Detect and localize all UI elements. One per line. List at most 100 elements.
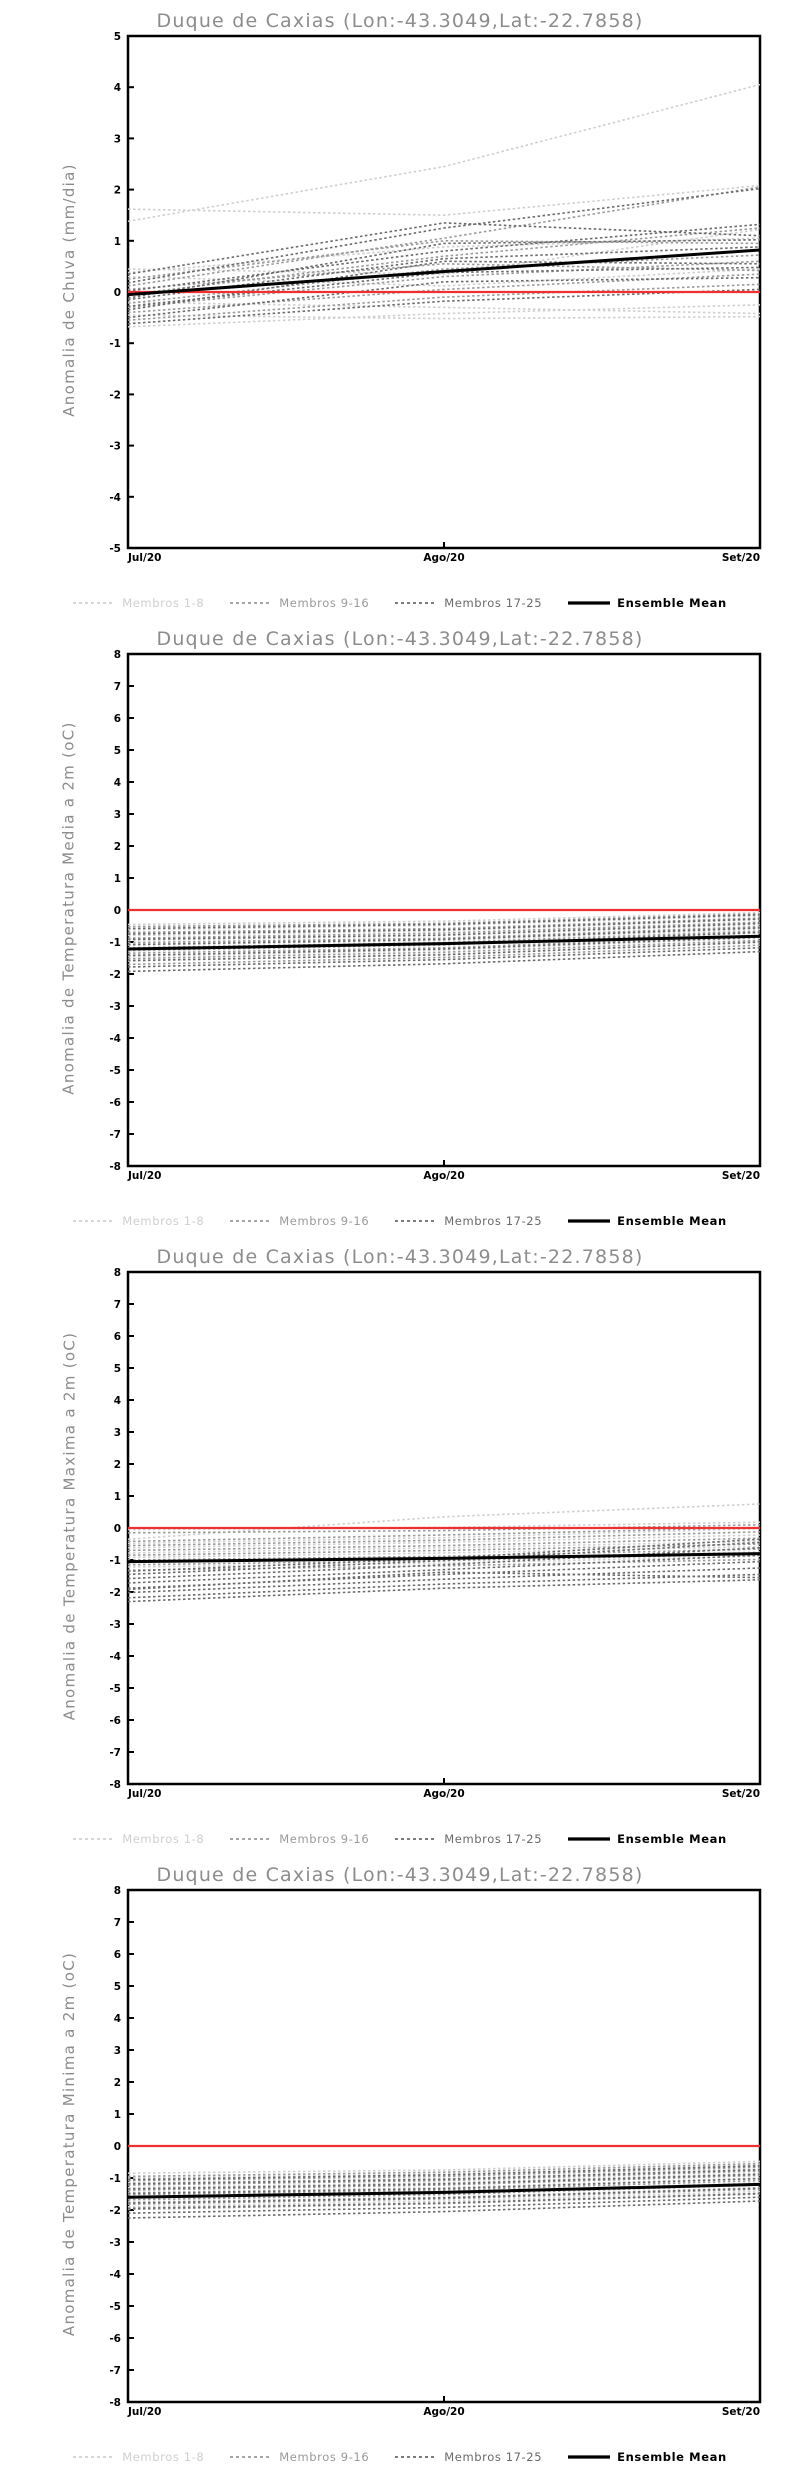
member-line (127, 2177, 761, 2195)
member-line (127, 911, 761, 926)
legend-item: Ensemble Mean (568, 1832, 727, 1846)
y-tick-label: 0 (114, 287, 121, 299)
legend-swatch-icon (230, 602, 273, 604)
x-tick-label: Set/20 (722, 1170, 760, 1182)
legend-swatch-icon (568, 1219, 611, 1223)
panel-title: Duque de Caxias (Lon:-43.3049,Lat:-22.78… (156, 1864, 644, 1886)
y-tick-label: -2 (109, 969, 121, 981)
member-line (127, 266, 761, 308)
panel-title: Duque de Caxias (Lon:-43.3049,Lat:-22.78… (156, 1246, 644, 1268)
member-line (127, 2173, 761, 2190)
legend-item-label: Ensemble Mean (617, 596, 727, 610)
member-line (127, 304, 761, 328)
y-tick-label: 7 (114, 1917, 121, 1929)
y-tick-label: -1 (109, 338, 121, 350)
member-line (127, 1527, 761, 1545)
member-line (127, 2196, 761, 2214)
legend-item-label: Membros 17-25 (444, 596, 543, 610)
legend-swatch-icon (73, 2456, 116, 2458)
member-line (127, 260, 761, 311)
y-tick-label: -4 (109, 1033, 121, 1045)
member-line (127, 922, 761, 941)
y-tick-label: -5 (109, 2301, 121, 2313)
legend-item: Ensemble Mean (568, 596, 727, 610)
member-line (127, 2188, 761, 2205)
member-line (127, 950, 761, 973)
member-line (127, 914, 761, 930)
x-tick-label: Set/20 (722, 2406, 760, 2418)
legend-item: Ensemble Mean (568, 2450, 727, 2464)
y-tick-label: -5 (109, 543, 121, 555)
member-line (127, 1548, 761, 1561)
member-line (127, 1534, 761, 1549)
y-tick-label: 3 (114, 1427, 121, 1439)
panel-title: Duque de Caxias (Lon:-43.3049,Lat:-22.78… (156, 628, 644, 650)
member-line (127, 1571, 761, 1591)
legend-item-label: Membros 9-16 (279, 596, 370, 610)
member-line (127, 947, 761, 968)
y-tick-label: 2 (114, 2077, 121, 2089)
member-line (127, 1526, 761, 1543)
legend-item-label: Membros 9-16 (279, 2450, 370, 2464)
y-tick-label: -1 (109, 2173, 121, 2185)
member-line (127, 927, 761, 946)
plot-svg: 8 7 6 5 4 3 2 1 0 -1 -2 -3 -4 -5 -6 -7 -8 Jul/20 Ago/20 Set… (109, 649, 762, 1182)
y-tick-label: -2 (109, 389, 121, 401)
chart-legend: Membros 1-8 Membros 9-16 Membros 17-25 Ense… (0, 1832, 800, 1846)
member-line (127, 2160, 761, 2174)
legend-item: Ensemble Mean (568, 1214, 727, 1228)
legend-swatch-icon (568, 601, 611, 605)
x-tick-label: Jul/20 (127, 1788, 161, 1800)
y-tick-label: 8 (114, 649, 121, 661)
x-tick-label: Ago/20 (423, 1788, 464, 1800)
plot-area: 5 4 3 2 1 0 -1 -2 -3 -4 -5 Jul/20 Ago/20 Set/20 (0, 0, 800, 618)
y-tick-label: 7 (114, 681, 121, 693)
ensemble-mean-line (127, 248, 761, 297)
y-tick-label: 6 (114, 1331, 121, 1343)
chart-legend: Membros 1-8 Membros 9-16 Membros 17-25 Ense… (0, 2450, 800, 2464)
legend-swatch-icon (230, 1220, 273, 1222)
member-line (127, 1573, 761, 1599)
y-tick-label: 1 (114, 1491, 121, 1503)
legend-item-label: Membros 9-16 (279, 1832, 370, 1846)
legend-swatch-icon (395, 602, 438, 604)
chart-panel-1: Duque de Caxias (Lon:-43.3049,Lat:-22.78… (0, 0, 800, 618)
x-tick-label: Set/20 (722, 552, 760, 564)
y-tick-label: -5 (109, 1065, 121, 1077)
legend-item: Membros 9-16 (230, 596, 369, 610)
panel-title: Duque de Caxias (Lon:-43.3049,Lat:-22.78… (156, 10, 644, 32)
y-tick-label: -6 (109, 1097, 121, 1109)
x-tick-label: Ago/20 (423, 2406, 464, 2418)
member-line (127, 187, 761, 284)
y-tick-label: 0 (114, 1523, 121, 1535)
y-tick-label: -5 (109, 1683, 121, 1695)
y-tick-label: 1 (114, 873, 121, 885)
member-line (127, 227, 761, 296)
y-tick-label: 3 (114, 809, 121, 821)
y-tick-label: 3 (114, 2045, 121, 2057)
ensemble-mean-line (127, 1552, 761, 1564)
plot-area: 8 7 6 5 4 3 2 1 0 -1 -2 -3 -4 -5 -6 -7 -8 Jul/20 Ago/20 Set… (0, 1854, 800, 2472)
plot-area: 8 7 6 5 4 3 2 1 0 -1 -2 -3 -4 -5 -6 -7 -8 Jul/20 Ago/20 Set… (0, 618, 800, 1236)
member-line (127, 1537, 761, 1552)
y-tick-label: -1 (109, 1555, 121, 1567)
member-line (127, 186, 761, 287)
legend-item-label: Membros 17-25 (444, 1832, 543, 1846)
legend-swatch-icon (395, 1838, 438, 1840)
y-tick-label: -3 (109, 1001, 121, 1013)
member-line (127, 1567, 761, 1594)
y-tick-label: -3 (109, 1619, 121, 1631)
y-tick-label: 1 (114, 236, 121, 248)
member-line (127, 944, 761, 966)
member-line (127, 239, 761, 280)
y-tick-label: -4 (109, 1651, 121, 1663)
member-line (127, 273, 761, 314)
member-line (127, 2192, 761, 2210)
y-tick-label: -8 (109, 1779, 121, 1791)
member-line (127, 915, 761, 931)
x-tick-label: Jul/20 (127, 552, 161, 564)
legend-item-label: Membros 1-8 (122, 2450, 205, 2464)
y-tick-label: 5 (114, 1363, 121, 1375)
y-tick-label: -6 (109, 1715, 121, 1727)
